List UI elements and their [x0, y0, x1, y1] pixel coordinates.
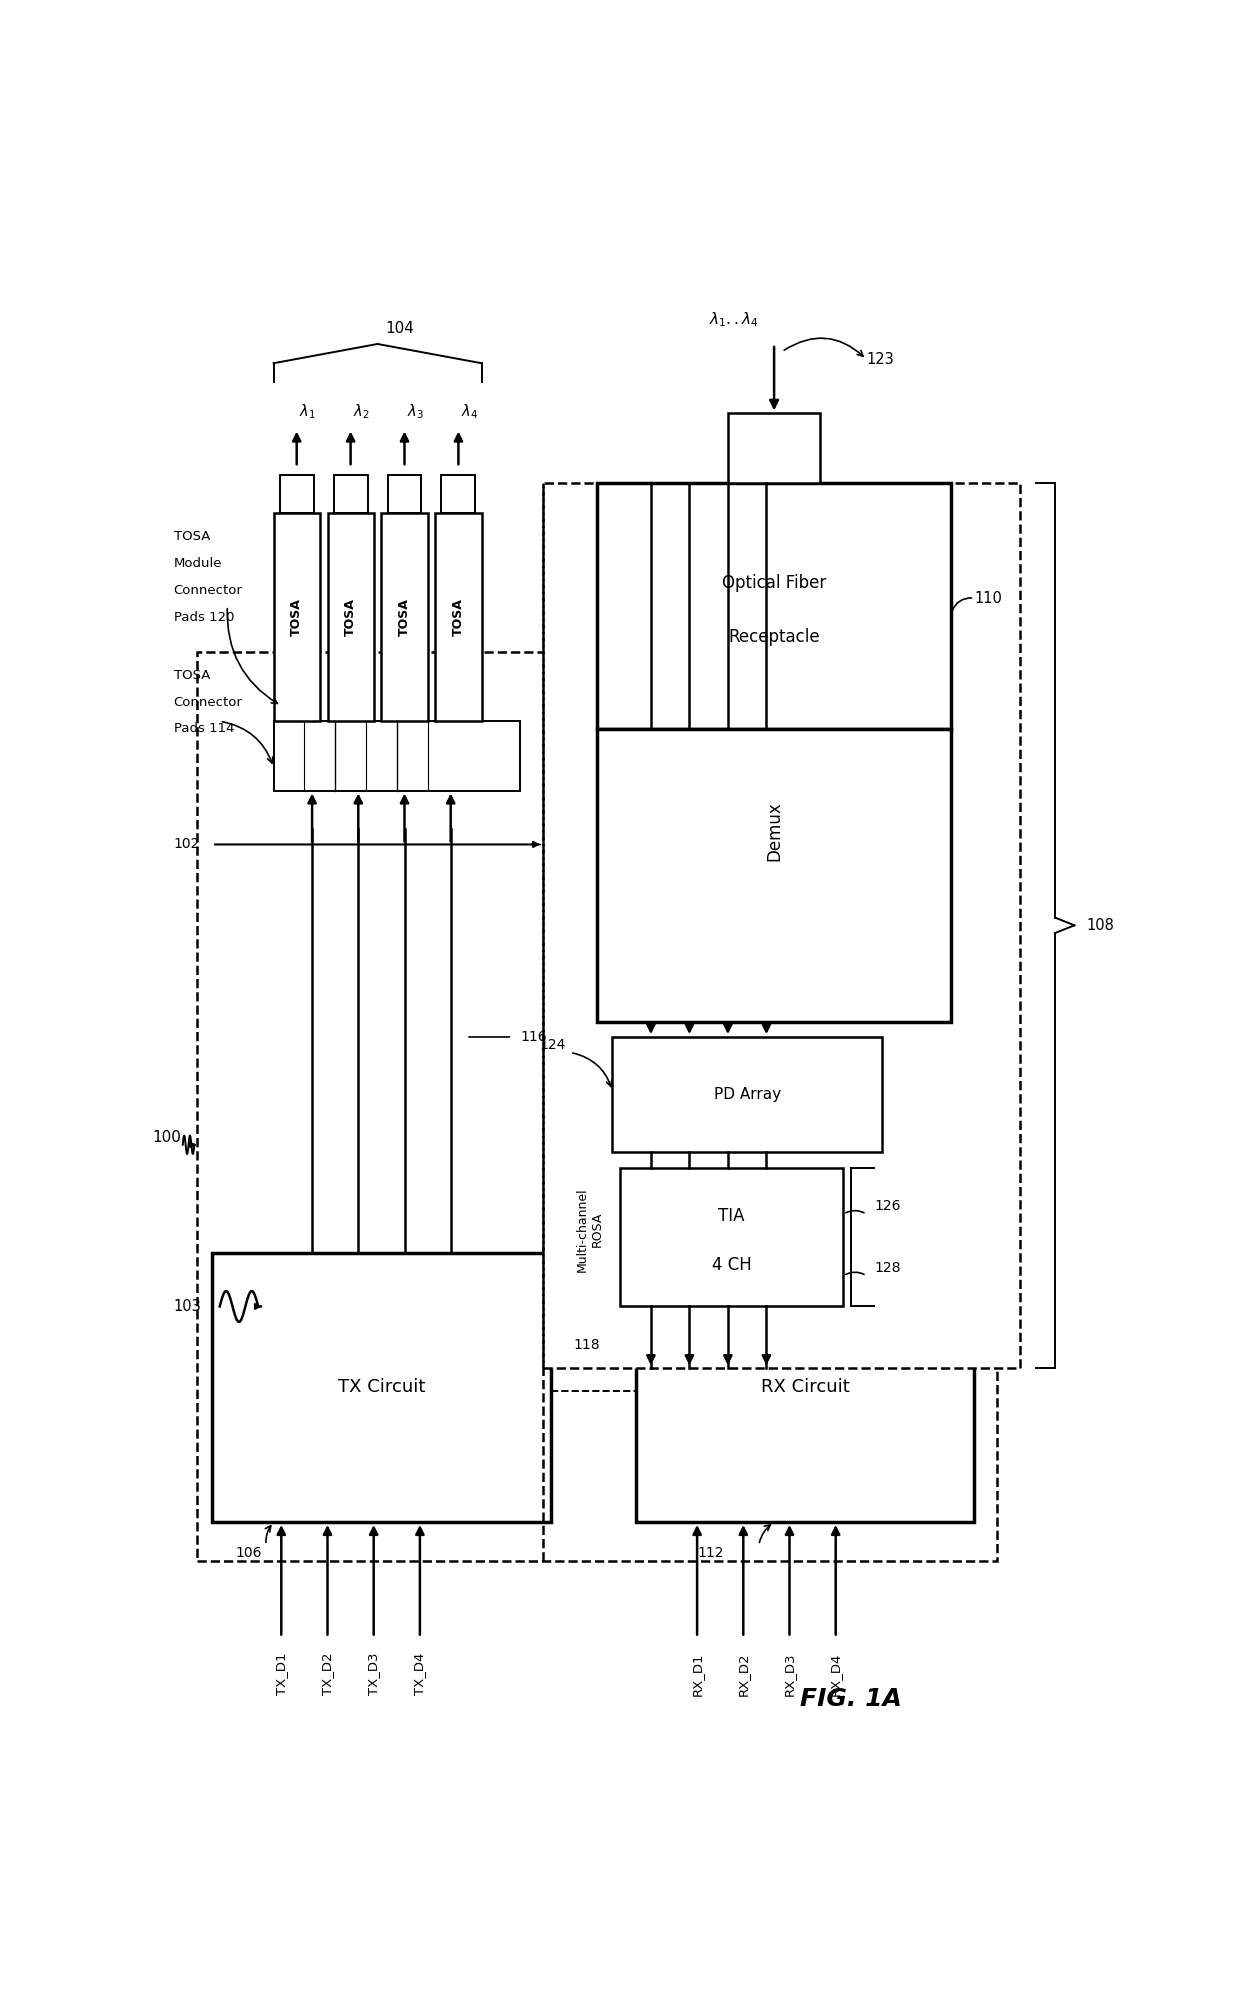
Text: TX Circuit: TX Circuit — [337, 1379, 425, 1397]
Text: 4 CH: 4 CH — [712, 1256, 751, 1274]
Text: PD Array: PD Array — [713, 1087, 781, 1103]
Text: $\lambda_4$: $\lambda_4$ — [461, 403, 477, 421]
Text: TX_D2: TX_D2 — [321, 1653, 334, 1695]
Text: TOSA: TOSA — [398, 598, 410, 636]
Text: TOSA: TOSA — [174, 529, 210, 544]
Text: $\lambda_2$: $\lambda_2$ — [353, 403, 370, 421]
Text: 116: 116 — [520, 1031, 547, 1045]
Bar — [334, 475, 367, 513]
Text: $\lambda_1..\lambda_4$: $\lambda_1..\lambda_4$ — [709, 310, 759, 328]
Bar — [635, 1252, 975, 1522]
Bar — [728, 413, 821, 483]
Text: $\lambda_1$: $\lambda_1$ — [299, 403, 316, 421]
Text: TX_D1: TX_D1 — [275, 1653, 288, 1695]
Bar — [274, 721, 520, 791]
Text: Connector: Connector — [174, 696, 242, 709]
Text: 103: 103 — [174, 1298, 201, 1314]
Bar — [613, 1037, 882, 1153]
Text: Pads 120: Pads 120 — [174, 610, 234, 624]
Text: TX_D4: TX_D4 — [413, 1653, 427, 1695]
Text: $\lambda_3$: $\lambda_3$ — [407, 403, 424, 421]
Text: RX Circuit: RX Circuit — [760, 1379, 849, 1397]
Text: 100: 100 — [153, 1129, 181, 1145]
Text: TOSA: TOSA — [174, 668, 210, 682]
Text: 112: 112 — [697, 1546, 724, 1560]
Text: 124: 124 — [539, 1037, 567, 1051]
Bar — [280, 475, 314, 513]
Bar — [274, 513, 320, 721]
Text: 123: 123 — [867, 352, 894, 366]
Text: 108: 108 — [1086, 918, 1114, 932]
Text: FIG. 1A: FIG. 1A — [800, 1687, 901, 1711]
Bar — [435, 513, 481, 721]
Text: Pads 114: Pads 114 — [174, 723, 234, 735]
Bar — [212, 1252, 551, 1522]
Bar — [596, 729, 951, 1021]
Text: 126: 126 — [874, 1200, 900, 1214]
Text: TIA: TIA — [718, 1208, 745, 1226]
Bar — [596, 483, 951, 729]
Text: 128: 128 — [874, 1260, 900, 1274]
Bar — [620, 1168, 843, 1306]
Bar — [327, 513, 373, 721]
Bar — [543, 483, 1021, 1369]
Text: Module: Module — [174, 558, 222, 570]
Text: Receptacle: Receptacle — [728, 628, 820, 646]
Text: 118: 118 — [574, 1339, 600, 1353]
Text: RX_D2: RX_D2 — [737, 1653, 750, 1697]
Text: TOSA: TOSA — [290, 598, 304, 636]
Text: Demux: Demux — [765, 801, 784, 862]
Text: TOSA: TOSA — [451, 598, 465, 636]
Text: Connector: Connector — [174, 584, 242, 598]
Bar — [441, 475, 475, 513]
Text: Optical Fiber: Optical Fiber — [722, 574, 826, 592]
Text: 104: 104 — [386, 322, 414, 336]
Text: TOSA: TOSA — [345, 598, 357, 636]
Bar — [197, 652, 997, 1560]
Text: 102: 102 — [174, 837, 200, 851]
Text: TX_D3: TX_D3 — [367, 1653, 381, 1695]
Text: 110: 110 — [975, 590, 1002, 606]
Bar — [388, 475, 422, 513]
Text: RX_D3: RX_D3 — [782, 1653, 796, 1697]
Text: Multi-channel
ROSA: Multi-channel ROSA — [575, 1188, 604, 1272]
Bar — [382, 513, 428, 721]
Text: 106: 106 — [236, 1546, 262, 1560]
Text: RX_D1: RX_D1 — [691, 1653, 703, 1697]
Text: RX_D4: RX_D4 — [830, 1653, 842, 1697]
